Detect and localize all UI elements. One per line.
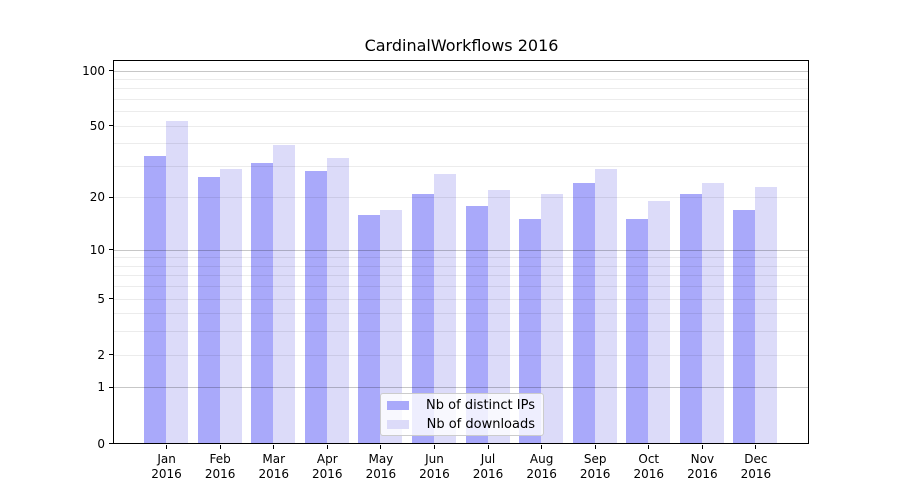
bar-downloads-aug	[541, 193, 564, 444]
bar-distinct-ips-feb	[197, 177, 220, 444]
bar-distinct-ips-nov	[679, 193, 702, 444]
x-tick-mark	[433, 444, 435, 449]
x-tick-mark	[380, 444, 382, 449]
gridline-y-50	[114, 125, 809, 127]
bar-downloads-feb	[219, 168, 242, 444]
bar-downloads-dec	[755, 186, 778, 444]
gridline-y-3	[114, 331, 809, 333]
gridline-y-100	[114, 70, 809, 72]
x-tick-label: Oct 2016	[633, 451, 665, 481]
y-tick-mark	[108, 298, 113, 300]
y-tick-label: 20	[89, 190, 105, 205]
x-tick-mark	[701, 444, 703, 449]
legend-row: Nb of downloads	[387, 417, 535, 432]
gridline-y-1	[114, 387, 809, 389]
legend-swatch-downloads	[387, 419, 409, 429]
x-tick-mark	[326, 444, 328, 449]
gridline-y-5	[114, 298, 809, 300]
x-tick-mark	[166, 444, 168, 449]
y-tick-mark	[108, 386, 113, 388]
bar-distinct-ips-jun	[411, 193, 434, 444]
gridline-y-4	[114, 313, 809, 315]
x-tick-mark	[541, 444, 543, 449]
x-tick-label: Aug 2016	[526, 451, 557, 481]
y-tick-mark	[108, 70, 113, 71]
x-tick-mark	[594, 444, 596, 449]
gridline-y-2	[114, 354, 809, 356]
gridline-y-8	[114, 265, 809, 267]
gridline-y-90	[114, 78, 809, 80]
bar-downloads-jan	[166, 121, 189, 444]
x-tick-label: Dec 2016	[740, 451, 772, 481]
bar-distinct-ips-apr	[304, 171, 327, 444]
gridline-y-6	[114, 286, 809, 288]
y-tick-label: 0	[97, 436, 105, 451]
y-tick-mark	[108, 249, 113, 251]
gridline-y-70	[114, 98, 809, 100]
gridline-y-20	[114, 197, 809, 199]
x-tick-mark	[648, 444, 650, 449]
x-tick-label: Jan 2016	[151, 451, 182, 481]
legend-label-distinct-ips: Nb of distinct IPs	[426, 397, 535, 413]
y-tick-label: 2	[97, 347, 105, 362]
y-tick-mark	[108, 125, 113, 127]
x-tick-mark	[755, 444, 757, 449]
bar-downloads-jul	[487, 190, 510, 444]
gridline-y-40	[114, 143, 809, 145]
bar-downloads-may	[380, 209, 403, 444]
x-tick-label: Jul 2016	[472, 451, 504, 481]
bar-downloads-jun	[433, 174, 456, 444]
bar-downloads-mar	[273, 145, 296, 444]
bar-downloads-nov	[701, 183, 724, 444]
legend-swatch-distinct-ips	[387, 400, 409, 410]
gridline-y-7	[114, 275, 809, 277]
bar-distinct-ips-mar	[251, 163, 274, 444]
gridline-y-60	[114, 111, 809, 113]
bar-downloads-sep	[594, 168, 617, 444]
legend-row: Nb of distinct IPs	[387, 398, 535, 413]
bar-distinct-ips-oct	[626, 219, 649, 444]
gridline-y-30	[114, 165, 809, 167]
y-tick-mark	[108, 196, 113, 198]
x-tick-mark	[487, 444, 489, 449]
x-tick-label: Nov 2016	[687, 451, 718, 481]
bar-distinct-ips-jan	[144, 156, 167, 444]
y-tick-label: 10	[89, 242, 105, 257]
x-tick-label: Jun 2016	[419, 451, 450, 481]
y-tick-mark	[108, 443, 113, 444]
bar-distinct-ips-dec	[733, 209, 756, 444]
gridline-y-10	[114, 249, 809, 251]
bar-downloads-apr	[326, 158, 349, 444]
bar-downloads-oct	[648, 201, 671, 444]
x-tick-label: May 2016	[365, 451, 397, 481]
x-tick-label: Apr 2016	[312, 451, 343, 481]
x-tick-mark	[219, 444, 221, 449]
y-tick-mark	[108, 354, 113, 356]
y-tick-label: 100	[82, 63, 105, 78]
bar-distinct-ips-jul	[465, 205, 488, 444]
y-tick-label: 5	[97, 291, 105, 306]
chart-title: CardinalWorkflows 2016	[364, 36, 559, 55]
bar-distinct-ips-sep	[572, 183, 595, 444]
y-tick-label: 50	[89, 118, 105, 133]
x-tick-label: Mar 2016	[258, 451, 289, 481]
x-tick-label: Sep 2016	[579, 451, 611, 481]
legend-label-downloads: Nb of downloads	[426, 416, 535, 432]
legend: Nb of distinct IPs Nb of downloads	[380, 393, 544, 436]
y-tick-label: 1	[97, 380, 105, 395]
x-tick-mark	[273, 444, 275, 449]
bar-distinct-ips-aug	[519, 219, 542, 444]
bar-distinct-ips-may	[358, 214, 381, 444]
gridline-y-80	[114, 88, 809, 90]
gridline-y-9	[114, 257, 809, 259]
x-tick-label: Feb 2016	[204, 451, 236, 481]
